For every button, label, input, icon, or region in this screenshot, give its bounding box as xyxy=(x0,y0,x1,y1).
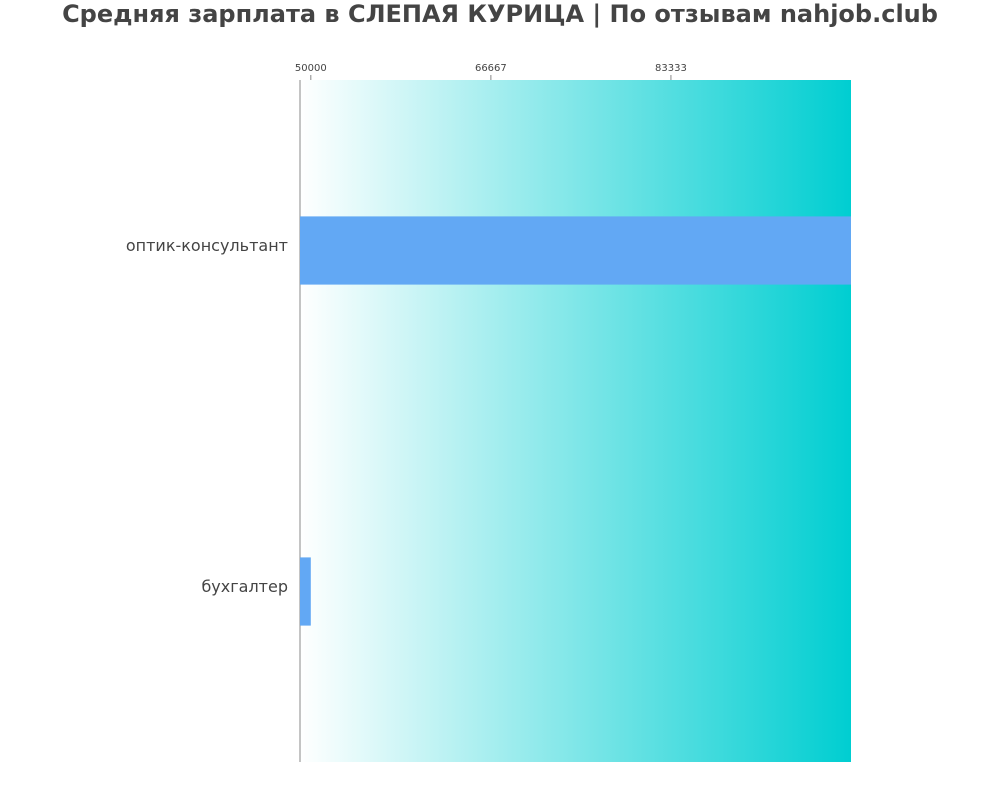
y-tick-label: бухгалтер xyxy=(201,577,288,596)
bar xyxy=(300,557,311,626)
plot-background xyxy=(300,80,851,762)
x-tick-label: 50000 xyxy=(295,63,327,74)
y-tick-label: оптик-консультант xyxy=(126,236,288,255)
chart-title: Средняя зарплата в СЛЕПАЯ КУРИЦА | По от… xyxy=(62,0,938,28)
x-tick-label: 66667 xyxy=(475,63,507,74)
bar xyxy=(300,216,851,285)
x-tick-label: 83333 xyxy=(655,63,687,74)
